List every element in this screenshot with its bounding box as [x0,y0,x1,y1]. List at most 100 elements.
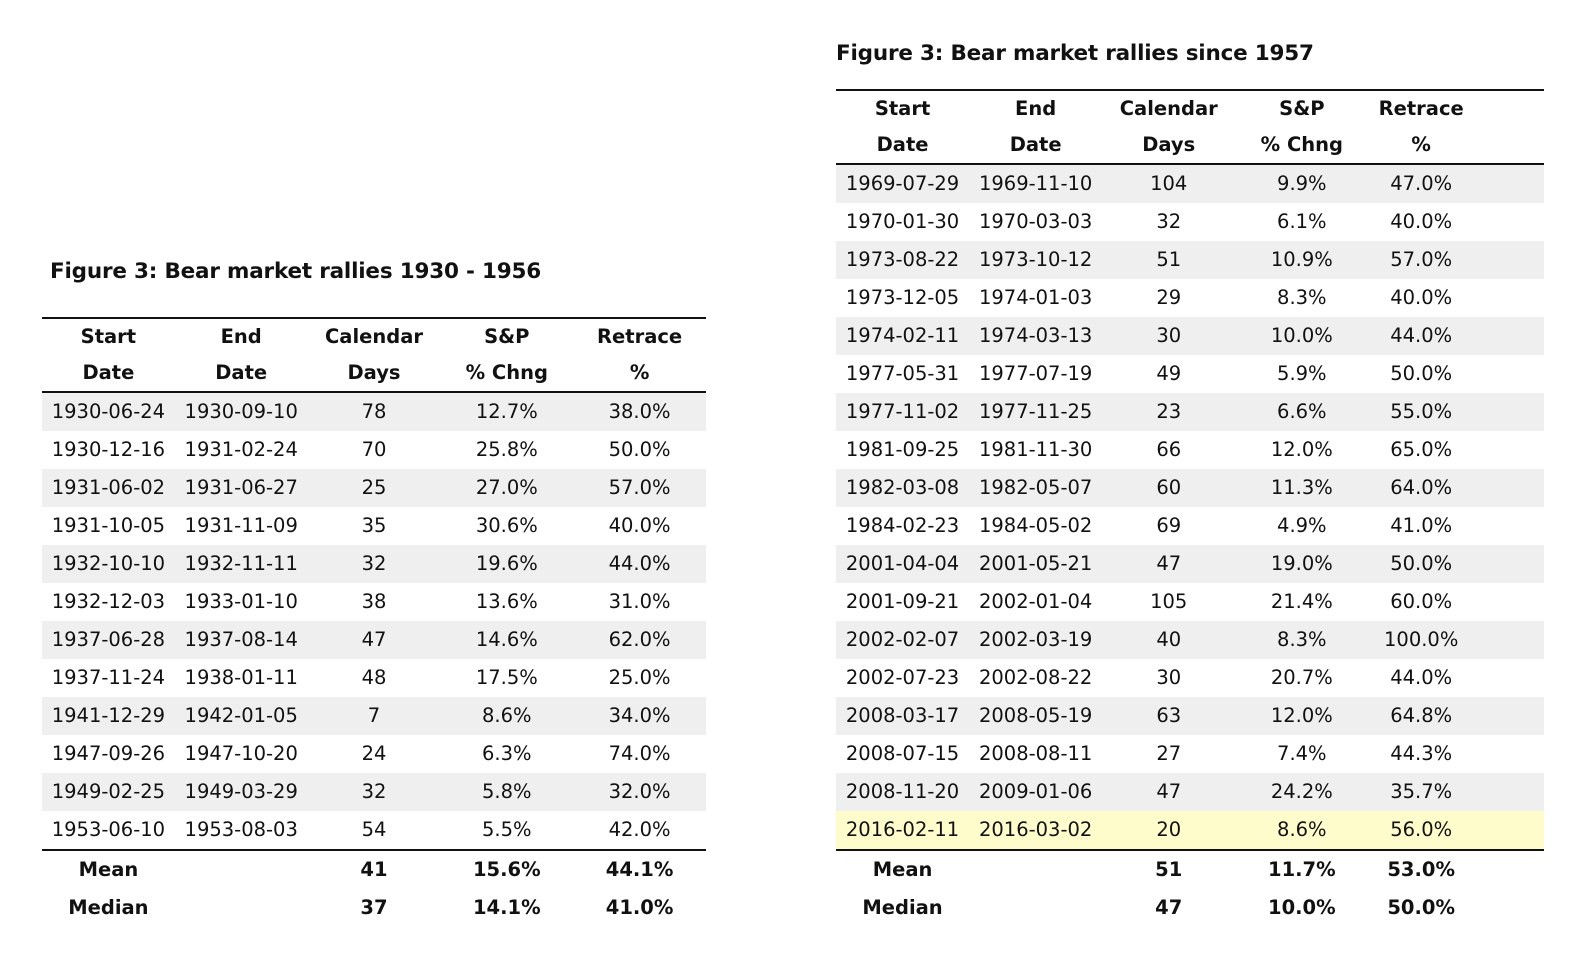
table-summary: Mean 41 15.6% 44.1% Median 37 14.1% 41.0% [42,849,706,927]
table-row: 1937-11-24 1938-01-11 48 17.5% 25.0% [42,659,706,697]
table-row: 1930-12-16 1931-02-24 70 25.8% 50.0% [42,431,706,469]
header-sp: S&P [1235,89,1369,127]
summary-row: Median 47 10.0% 50.0% [836,889,1544,927]
summary-sp-cell: 10.0% [1268,896,1336,919]
end-date-cell: 1969-11-10 [969,164,1103,203]
end-date-cell: 1981-11-30 [978,438,1093,461]
sp-change-cell: 7.4% [1277,742,1327,765]
table-row: 1973-08-22 1973-10-12 51 10.9% 57.0% [836,241,1544,279]
header-days-sub: Days [307,355,441,393]
calendar-days-cell: 66 [1156,438,1182,461]
table-row: 2002-02-07 2002-03-19 40 8.3% 100.0% [836,621,1544,659]
table-row: 1974-02-11 1974-03-13 30 10.0% 44.0% [836,317,1544,355]
sp-change-cell: 27.0% [440,469,574,507]
retrace-cell: 64.8% [1368,697,1544,735]
calendar-days-cell: 70 [361,438,387,461]
table-row: 2008-11-20 2009-01-06 47 24.2% 35.7% [836,773,1544,811]
table-row: 1931-06-02 1931-06-27 25 27.0% 57.0% [42,469,706,507]
start-date-cell: 1941-12-29 [42,697,175,735]
end-date-cell: 1977-11-25 [969,393,1103,431]
retrace-cell: 50.0% [608,438,671,461]
end-date-cell: 1933-01-10 [184,590,298,613]
sp-change-cell: 8.6% [440,697,574,735]
calendar-days-cell: 104 [1102,164,1236,203]
sp-change-cell: 8.6% [1235,811,1369,850]
retrace-cell: 65.0% [1390,438,1453,461]
header-days: Calendar [1102,89,1236,127]
calendar-days-cell: 60 [1102,469,1236,507]
table-row: 1941-12-29 1942-01-05 7 8.6% 34.0% [42,697,706,735]
retrace-cell: 40.0% [1390,286,1453,309]
summary-retrace-cell: 41.0% [605,896,674,919]
calendar-days-cell: 69 [1156,514,1182,537]
sp-change-cell: 17.5% [475,666,538,689]
figure-left: Figure 3: Bear market rallies 1930 - 195… [42,252,706,927]
empty-cell [174,849,308,889]
start-date-cell: 2001-04-04 [836,545,970,583]
sp-change-cell: 21.4% [1270,590,1333,613]
start-date-cell: 1947-09-26 [51,742,166,765]
table-row: 1982-03-08 1982-05-07 60 11.3% 64.0% [836,469,1544,507]
table-row: 2001-04-04 2001-05-21 47 19.0% 50.0% [836,545,1544,583]
summary-label: Mean [836,849,970,889]
sp-change-cell: 11.3% [1235,469,1369,507]
calendar-days-cell: 49 [1156,362,1182,385]
end-date-cell: 1974-03-13 [969,317,1103,355]
summary-retrace-cell: 53.0% [1368,849,1544,889]
start-date-cell: 2008-11-20 [836,773,970,811]
retrace-cell: 47.0% [1368,164,1544,203]
calendar-days-cell: 27 [1156,742,1182,765]
sp-change-cell: 10.0% [1235,317,1369,355]
start-date-cell: 1984-02-23 [845,514,960,537]
end-date-cell: 2009-01-06 [969,773,1103,811]
retrace-cell: 42.0% [608,818,671,841]
header-retrace: Retrace [1368,89,1544,127]
retrace-cell: 44.3% [1390,742,1453,765]
summary-retrace-cell: 44.1% [573,849,706,889]
table-row: 2001-09-21 2002-01-04 105 21.4% 60.0% [836,583,1544,621]
retrace-cell: 60.0% [1390,590,1453,613]
table-body: 1969-07-29 1969-11-10 104 9.9% 47.0% 1970-01-… [836,164,1544,850]
calendar-days-cell: 32 [307,773,441,811]
start-date-cell: 1953-06-10 [51,818,166,841]
summary-days-cell: 51 [1102,849,1236,889]
end-date-cell: 1984-05-02 [978,514,1093,537]
start-date-cell: 1932-12-03 [51,590,166,613]
calendar-days-cell: 25 [307,469,441,507]
start-date-cell: 1982-03-08 [836,469,970,507]
end-date-cell: 2002-03-19 [969,621,1103,659]
calendar-days-cell: 38 [361,590,387,613]
summary-row: Mean 51 11.7% 53.0% [836,849,1544,889]
end-date-cell: 1938-01-11 [184,666,298,689]
sp-change-cell: 12.0% [1270,438,1333,461]
calendar-days-cell: 63 [1102,697,1236,735]
sp-change-cell: 13.6% [475,590,538,613]
header-retrace: Retrace [573,317,706,355]
table-body: 1930-06-24 1930-09-10 78 12.7% 38.0% 1930-12-… [42,392,706,850]
sp-change-cell: 9.9% [1235,164,1369,203]
sp-change-cell: 14.6% [440,621,574,659]
sp-change-cell: 12.0% [1235,697,1369,735]
empty-cell [175,889,308,927]
sp-change-cell: 6.6% [1235,393,1369,431]
end-date-cell: 1949-03-29 [174,773,308,811]
end-date-cell: 2001-05-21 [969,545,1103,583]
start-date-cell: 2002-02-07 [836,621,970,659]
table-row: 2008-07-15 2008-08-11 27 7.4% 44.3% [836,735,1544,773]
retrace-cell: 64.0% [1368,469,1544,507]
retrace-cell: 44.0% [1368,317,1544,355]
summary-days-cell: 37 [360,896,388,919]
start-date-cell: 1937-11-24 [51,666,166,689]
retrace-cell: 55.0% [1368,393,1544,431]
sp-change-cell: 12.7% [440,392,574,431]
retrace-cell: 57.0% [573,469,706,507]
start-date-cell: 1949-02-25 [42,773,175,811]
sp-change-cell: 30.6% [475,514,538,537]
header-start: Start [836,89,970,127]
end-date-cell: 1953-08-03 [184,818,298,841]
start-date-cell: 1930-06-24 [42,392,175,431]
start-date-cell: 1974-02-11 [836,317,970,355]
summary-label: Median [68,896,149,919]
calendar-days-cell: 29 [1156,286,1182,309]
table-row: 1932-12-03 1933-01-10 38 13.6% 31.0% [42,583,706,621]
